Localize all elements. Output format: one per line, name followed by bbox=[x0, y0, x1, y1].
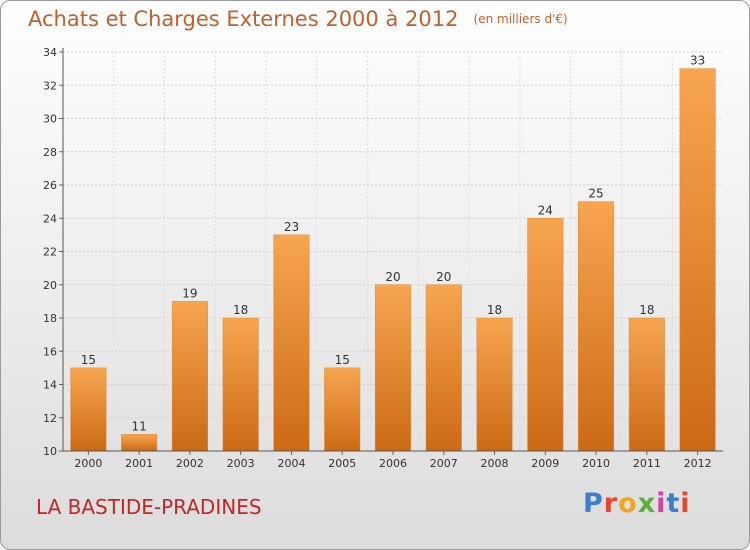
data-label: 18 bbox=[233, 303, 248, 317]
data-label: 18 bbox=[487, 303, 502, 317]
x-tick-label: 2009 bbox=[531, 457, 559, 470]
x-tick-label: 2004 bbox=[277, 457, 305, 470]
commune-name: LA BASTIDE-PRADINES bbox=[36, 495, 262, 519]
x-tick-label: 2000 bbox=[74, 457, 102, 470]
x-tick-label: 2008 bbox=[481, 457, 509, 470]
data-label: 19 bbox=[182, 286, 197, 300]
logo-letter: i bbox=[680, 488, 691, 519]
x-tick-label: 2012 bbox=[684, 457, 712, 470]
chart-unit: (en milliers d'€) bbox=[473, 12, 568, 26]
chart-title-text: Achats et Charges Externes 2000 à 2012 bbox=[28, 7, 459, 31]
bar bbox=[425, 284, 462, 452]
logo-letter: r bbox=[603, 488, 619, 519]
y-tick-label: 26 bbox=[43, 179, 57, 192]
data-label: 25 bbox=[588, 187, 603, 201]
y-tick-label: 34 bbox=[43, 46, 57, 59]
y-tick-label: 16 bbox=[43, 345, 57, 358]
y-tick-label: 10 bbox=[43, 445, 57, 458]
data-label: 23 bbox=[284, 220, 299, 234]
bar bbox=[171, 301, 208, 452]
bar bbox=[679, 68, 716, 452]
y-tick-label: 18 bbox=[43, 312, 57, 325]
y-tick-label: 20 bbox=[43, 279, 57, 292]
bar bbox=[70, 367, 107, 452]
x-tick-label: 2003 bbox=[227, 457, 255, 470]
y-tick-label: 22 bbox=[43, 246, 57, 259]
bar bbox=[121, 434, 158, 452]
y-tick-label: 30 bbox=[43, 113, 57, 126]
x-tick-label: 2006 bbox=[379, 457, 407, 470]
x-tick-label: 2007 bbox=[430, 457, 458, 470]
y-tick-label: 24 bbox=[43, 212, 57, 225]
data-labels: 15 11 19 18 23 15 20 20 18 24 25 18 33 bbox=[81, 54, 706, 434]
y-tick-label: 14 bbox=[43, 379, 57, 392]
bar bbox=[578, 201, 615, 452]
x-tick-label: 2011 bbox=[633, 457, 661, 470]
bars bbox=[70, 68, 716, 452]
proxiti-logo[interactable]: Proxiti bbox=[583, 488, 691, 519]
bar bbox=[324, 367, 361, 452]
y-tick-label: 12 bbox=[43, 412, 57, 425]
y-tick-label: 32 bbox=[43, 79, 57, 92]
bar bbox=[222, 317, 259, 452]
data-label: 15 bbox=[335, 353, 350, 367]
chart-title: Achats et Charges Externes 2000 à 2012 (… bbox=[28, 7, 568, 31]
logo-letter: o bbox=[618, 488, 638, 519]
data-label: 18 bbox=[639, 303, 654, 317]
x-tick-label: 2001 bbox=[125, 457, 153, 470]
data-label: 24 bbox=[538, 203, 553, 217]
bar bbox=[527, 218, 564, 452]
data-label: 20 bbox=[385, 270, 400, 284]
logo-letter: i bbox=[656, 488, 667, 519]
logo-letter: t bbox=[666, 488, 681, 519]
x-tick-label: 2010 bbox=[582, 457, 610, 470]
data-label: 11 bbox=[132, 419, 147, 433]
x-tick-label: 2005 bbox=[328, 457, 356, 470]
bar bbox=[374, 284, 412, 452]
bar bbox=[628, 317, 665, 452]
data-label: 15 bbox=[81, 353, 96, 367]
logo-letter: P bbox=[583, 488, 604, 519]
y-tick-label: 28 bbox=[43, 146, 57, 159]
data-label: 20 bbox=[436, 270, 451, 284]
bar bbox=[476, 317, 513, 452]
bar bbox=[273, 234, 310, 452]
axes: 10 12 14 16 18 20 22 24 26 28 30 32 34 2000 2001 2002 20… bbox=[43, 46, 723, 470]
logo-letter: x bbox=[637, 488, 657, 519]
x-tick-label: 2002 bbox=[176, 457, 204, 470]
data-label: 33 bbox=[690, 54, 705, 68]
